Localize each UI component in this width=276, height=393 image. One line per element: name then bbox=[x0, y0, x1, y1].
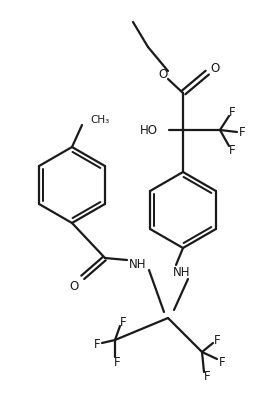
Text: HO: HO bbox=[140, 123, 158, 136]
Text: O: O bbox=[69, 279, 79, 292]
Text: NH: NH bbox=[129, 259, 147, 272]
Text: F: F bbox=[214, 334, 220, 347]
Text: F: F bbox=[229, 143, 235, 156]
Text: O: O bbox=[210, 62, 220, 75]
Text: F: F bbox=[219, 356, 225, 369]
Text: O: O bbox=[158, 68, 168, 81]
Text: F: F bbox=[239, 125, 245, 138]
Text: F: F bbox=[229, 105, 235, 119]
Text: F: F bbox=[204, 371, 210, 384]
Text: F: F bbox=[120, 316, 126, 329]
Text: F: F bbox=[94, 338, 100, 351]
Text: CH₃: CH₃ bbox=[90, 115, 109, 125]
Text: F: F bbox=[114, 356, 120, 369]
Text: NH: NH bbox=[173, 266, 191, 279]
